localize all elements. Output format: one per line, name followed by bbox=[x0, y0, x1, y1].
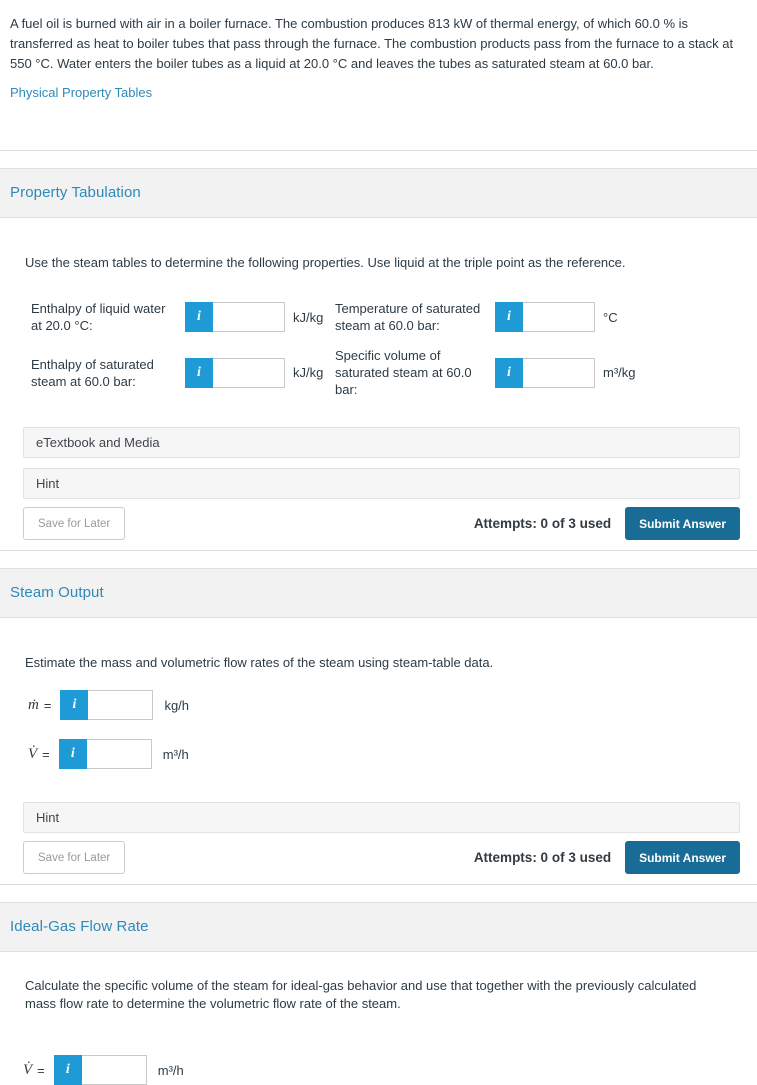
field-unit: kJ/kg bbox=[293, 309, 324, 325]
section-title: Property Tabulation bbox=[10, 184, 141, 201]
hint-accordion-label: Hint bbox=[36, 810, 60, 825]
info-icon: i bbox=[197, 364, 201, 380]
field-unit: m³/h bbox=[157, 1062, 184, 1078]
instruction-text: Estimate the mass and volumetric flow ra… bbox=[25, 655, 494, 670]
info-icon: i bbox=[65, 1062, 70, 1077]
answer-group: i bbox=[53, 1055, 147, 1085]
section-content: Calculate the specific volume of the ste… bbox=[0, 952, 757, 1085]
answer-input[interactable] bbox=[81, 1055, 147, 1085]
info-icon: i bbox=[507, 309, 511, 324]
field-unit: m³/kg bbox=[603, 365, 636, 380]
etextbook-accordion[interactable]: eTextbook and Media bbox=[23, 427, 740, 458]
question-footer: Save for Later Attempts: 0 of 3 used Sub… bbox=[23, 841, 740, 884]
answer-group: i bbox=[185, 302, 285, 332]
info-button[interactable]: i bbox=[495, 357, 523, 388]
section-header: Ideal-Gas Flow Rate bbox=[0, 902, 757, 952]
answer-group: i bbox=[185, 357, 285, 388]
field-unit: m³/h bbox=[162, 746, 189, 762]
equals-sign: = bbox=[37, 1062, 45, 1078]
etextbook-accordion-label: eTextbook and Media bbox=[36, 435, 160, 450]
equals-sign: = bbox=[42, 746, 50, 762]
section-property-tabulation: Property Tabulation Use the steam tables… bbox=[0, 150, 757, 550]
attempts-counter: Attempts: 0 of 3 used bbox=[473, 516, 612, 531]
section-divider bbox=[0, 884, 757, 885]
field-label: Specific volume of saturated steam at 60… bbox=[335, 348, 472, 397]
hint-accordion-label: Hint bbox=[36, 476, 60, 491]
hint-accordion[interactable]: Hint bbox=[23, 468, 740, 499]
answer-input[interactable] bbox=[523, 302, 595, 332]
section-ideal-gas-flow-rate: Ideal-Gas Flow Rate Calculate the specif… bbox=[0, 884, 757, 1085]
volumetric-flow-symbol: V̇ bbox=[28, 745, 38, 762]
problem-statement: A fuel oil is burned with air in a boile… bbox=[10, 16, 734, 71]
question-footer: Save for Later Attempts: 0 of 3 used Sub… bbox=[23, 507, 740, 550]
field-label: Temperature of saturated steam at 60.0 b… bbox=[335, 301, 481, 333]
field-unit: kJ/kg bbox=[293, 365, 324, 380]
answer-input[interactable] bbox=[213, 357, 285, 388]
section-title: Ideal-Gas Flow Rate bbox=[10, 918, 149, 935]
field-label: Enthalpy of liquid water at 20.0 °C: bbox=[31, 301, 166, 333]
info-icon: i bbox=[72, 697, 77, 712]
section-divider bbox=[0, 550, 757, 551]
info-button[interactable]: i bbox=[185, 357, 213, 388]
section-steam-output: Steam Output Estimate the mass and volum… bbox=[0, 550, 757, 884]
attempts-counter: Attempts: 0 of 3 used bbox=[473, 850, 612, 865]
field-unit: °C bbox=[603, 309, 618, 325]
section-title: Steam Output bbox=[10, 584, 104, 601]
info-button[interactable]: i bbox=[58, 739, 87, 769]
save-for-later-button[interactable]: Save for Later bbox=[23, 507, 126, 540]
info-icon: i bbox=[507, 364, 511, 380]
answer-group: i bbox=[495, 302, 595, 332]
info-button[interactable]: i bbox=[185, 302, 213, 332]
answer-equation-row: V̇ = i m³/h bbox=[28, 739, 740, 769]
hint-accordion[interactable]: Hint bbox=[23, 802, 740, 833]
answer-input[interactable] bbox=[213, 302, 285, 332]
answer-input[interactable] bbox=[86, 739, 152, 769]
answer-fields-grid: Enthalpy of liquid water at 20.0 °C: i k… bbox=[31, 300, 740, 398]
section-header: Property Tabulation bbox=[0, 168, 757, 218]
info-button[interactable]: i bbox=[53, 1055, 82, 1085]
footer-right: Attempts: 0 of 3 used Submit Answer bbox=[474, 507, 740, 540]
field-label: Enthalpy of saturated steam at 60.0 bar: bbox=[31, 356, 154, 389]
instruction-text: Calculate the specific volume of the ste… bbox=[25, 978, 697, 1011]
answer-input[interactable] bbox=[88, 690, 154, 720]
save-for-later-button[interactable]: Save for Later bbox=[23, 841, 126, 874]
info-icon: i bbox=[70, 746, 75, 761]
submit-answer-button[interactable]: Submit Answer bbox=[625, 507, 740, 540]
answer-equation-row: ṁ = i kg/h bbox=[28, 690, 740, 720]
physical-property-tables-link[interactable]: Physical Property Tables bbox=[10, 85, 153, 100]
submit-answer-button[interactable]: Submit Answer bbox=[625, 841, 740, 874]
equals-sign: = bbox=[43, 697, 52, 713]
answer-input[interactable] bbox=[523, 357, 595, 388]
section-header: Steam Output bbox=[0, 568, 757, 618]
answer-group: i bbox=[60, 690, 154, 720]
instruction-text: Use the steam tables to determine the fo… bbox=[25, 255, 626, 270]
info-button[interactable]: i bbox=[495, 302, 523, 332]
section-content: Estimate the mass and volumetric flow ra… bbox=[0, 618, 757, 884]
field-unit: kg/h bbox=[164, 697, 190, 713]
volumetric-flow-symbol: V̇ bbox=[23, 1061, 33, 1078]
answer-equation-row: V̇ = i m³/h bbox=[23, 1055, 740, 1085]
section-divider bbox=[0, 150, 757, 151]
answer-group: i bbox=[495, 357, 595, 388]
mass-flow-symbol: ṁ bbox=[28, 696, 39, 713]
footer-right: Attempts: 0 of 3 used Submit Answer bbox=[474, 841, 740, 874]
answer-group: i bbox=[58, 739, 152, 769]
info-button[interactable]: i bbox=[60, 690, 89, 720]
section-content: Use the steam tables to determine the fo… bbox=[0, 218, 757, 550]
info-icon: i bbox=[197, 309, 201, 324]
